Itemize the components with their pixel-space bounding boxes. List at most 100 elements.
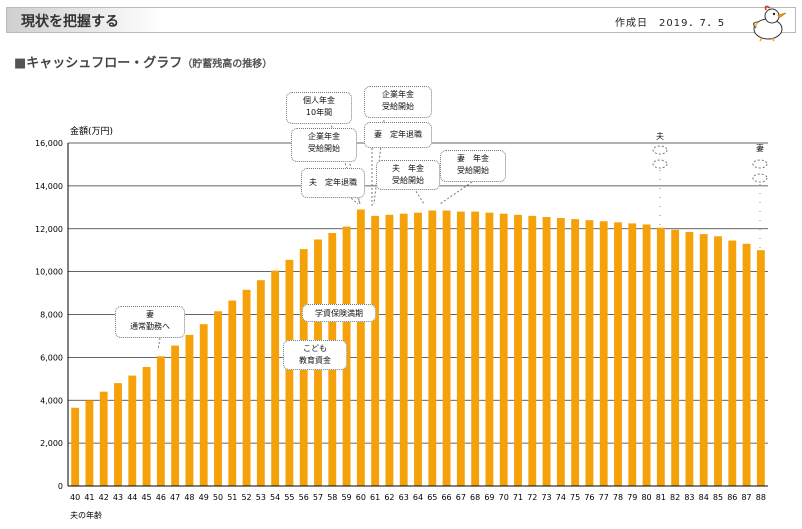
x-tick-label: 88 [756, 493, 766, 502]
section-title-text: キャッシュフロー・グラフ [26, 56, 183, 71]
bar-age-50 [214, 311, 222, 486]
bar-age-79 [628, 223, 637, 486]
bar-age-83 [685, 231, 694, 486]
x-tick-label: 40 [70, 493, 80, 502]
x-tick-label: 81 [656, 493, 666, 502]
bar-age-60 [356, 209, 365, 487]
y-tick-label: 12,000 [35, 225, 63, 234]
callout-husband-retire: 夫 定年退職 [301, 168, 365, 198]
x-tick-label: 52 [241, 493, 251, 502]
y-tick-label: 10,000 [35, 268, 63, 277]
x-tick-label: 60 [356, 493, 366, 502]
callout-child-education: こども 教育資金 [283, 340, 347, 370]
x-tick-label: 46 [156, 493, 166, 502]
chart-section-title: ■キャッシュフロー・グラフ（貯蓄残高の推移） [14, 52, 272, 71]
bar-age-47 [171, 345, 180, 486]
bird-mascot-icon [753, 5, 787, 42]
bar-age-75 [571, 219, 580, 486]
x-tick-label: 83 [684, 493, 694, 502]
x-tick-label: 66 [441, 493, 451, 502]
end-markers [652, 145, 768, 248]
x-tick-label: 63 [399, 493, 409, 502]
bar-age-51 [228, 300, 237, 486]
x-tick-label: 58 [327, 493, 337, 502]
bar-age-42 [99, 391, 108, 486]
x-tick-label: 64 [413, 493, 423, 502]
x-tick-label: 71 [513, 493, 523, 502]
bar-age-40 [71, 407, 80, 486]
bar-age-88 [756, 250, 765, 486]
bar-age-49 [199, 324, 208, 486]
callout-insurance-maturity: 学資保険満期 [302, 304, 376, 322]
x-tick-label: 59 [341, 493, 351, 502]
bar-age-44 [128, 375, 137, 486]
y-tick-labels: 0 2,000 4,000 6,000 8,000 10,000 12,000 14,000 1… [35, 139, 63, 491]
bar-age-53 [256, 280, 265, 486]
x-tick-label: 77 [599, 493, 609, 502]
x-tick-label: 79 [627, 493, 637, 502]
bar-age-64 [414, 212, 422, 486]
x-tick-label: 87 [741, 493, 751, 502]
bar-age-68 [471, 211, 480, 486]
x-tick-label: 86 [727, 493, 737, 502]
bar-age-84 [699, 234, 708, 486]
marker-label-wife: 妻 [756, 144, 764, 153]
bar-age-65 [428, 210, 437, 486]
bar-age-54 [271, 270, 280, 486]
y-tick-label: 0 [58, 482, 63, 491]
callout-husband-pension: 夫 年金 受給開始 [376, 160, 440, 190]
creation-date: 作成日 2019．7．5 [615, 18, 726, 29]
bar-series [71, 209, 765, 487]
bar-age-41 [85, 400, 94, 486]
bar-age-63 [399, 213, 408, 486]
bar-age-85 [714, 236, 722, 486]
x-tick-label: 42 [99, 493, 109, 502]
bar-age-73 [542, 216, 551, 486]
bar-age-81 [656, 227, 665, 486]
header-band [7, 8, 162, 32]
x-tick-label: 51 [227, 493, 237, 502]
axes [67, 143, 768, 487]
bar-age-87 [742, 243, 751, 486]
y-tick-label: 2,000 [40, 439, 63, 448]
x-tick-label: 55 [284, 493, 294, 502]
x-tick-label: 45 [141, 493, 151, 502]
x-tick-labels: 40 41 42 43 44 45 46 47 48 49 50 51 52 53 54 55 56 57 58 59… [70, 493, 766, 502]
y-axis-label: 金額(万円) [70, 125, 113, 137]
x-axis-label: 夫の年齢 [70, 510, 102, 520]
callout-corp-pension-1: 企業年金 受給開始 [291, 128, 357, 162]
x-tick-label: 54 [270, 493, 280, 502]
x-tick-label: 48 [184, 493, 194, 502]
bar-age-66 [442, 210, 451, 486]
y-tick-label: 8,000 [40, 311, 63, 320]
x-tick-label: 62 [384, 493, 394, 502]
bar-age-76 [585, 220, 594, 487]
x-tick-label: 72 [527, 493, 537, 502]
callout-wife-pension: 妻 年金 受給開始 [440, 150, 506, 182]
bar-age-86 [728, 240, 737, 486]
bar-age-77 [599, 221, 608, 486]
bar-age-67 [456, 211, 465, 486]
x-tick-label: 76 [584, 493, 594, 502]
x-tick-label: 85 [713, 493, 723, 502]
x-tick-label: 70 [499, 493, 509, 502]
x-tick-label: 41 [84, 493, 94, 502]
bar-age-45 [142, 367, 151, 486]
x-tick-label: 43 [113, 493, 123, 502]
x-tick-label: 47 [170, 493, 180, 502]
x-tick-label: 44 [127, 493, 137, 502]
y-tick-label: 4,000 [40, 396, 63, 405]
x-tick-label: 80 [641, 493, 651, 502]
bar-age-48 [185, 334, 194, 486]
section-square-icon: ■ [14, 56, 27, 71]
callout-personal-pension: 個人年金 10年間 [286, 92, 352, 124]
bar-age-82 [671, 229, 680, 486]
bar-age-70 [499, 213, 508, 486]
bar-age-62 [385, 214, 394, 487]
y-tick-label: 14,000 [35, 182, 63, 191]
bar-age-71 [514, 214, 522, 487]
y-tick-label: 6,000 [40, 353, 63, 362]
x-tick-label: 49 [199, 493, 209, 502]
x-tick-label: 68 [470, 493, 480, 502]
